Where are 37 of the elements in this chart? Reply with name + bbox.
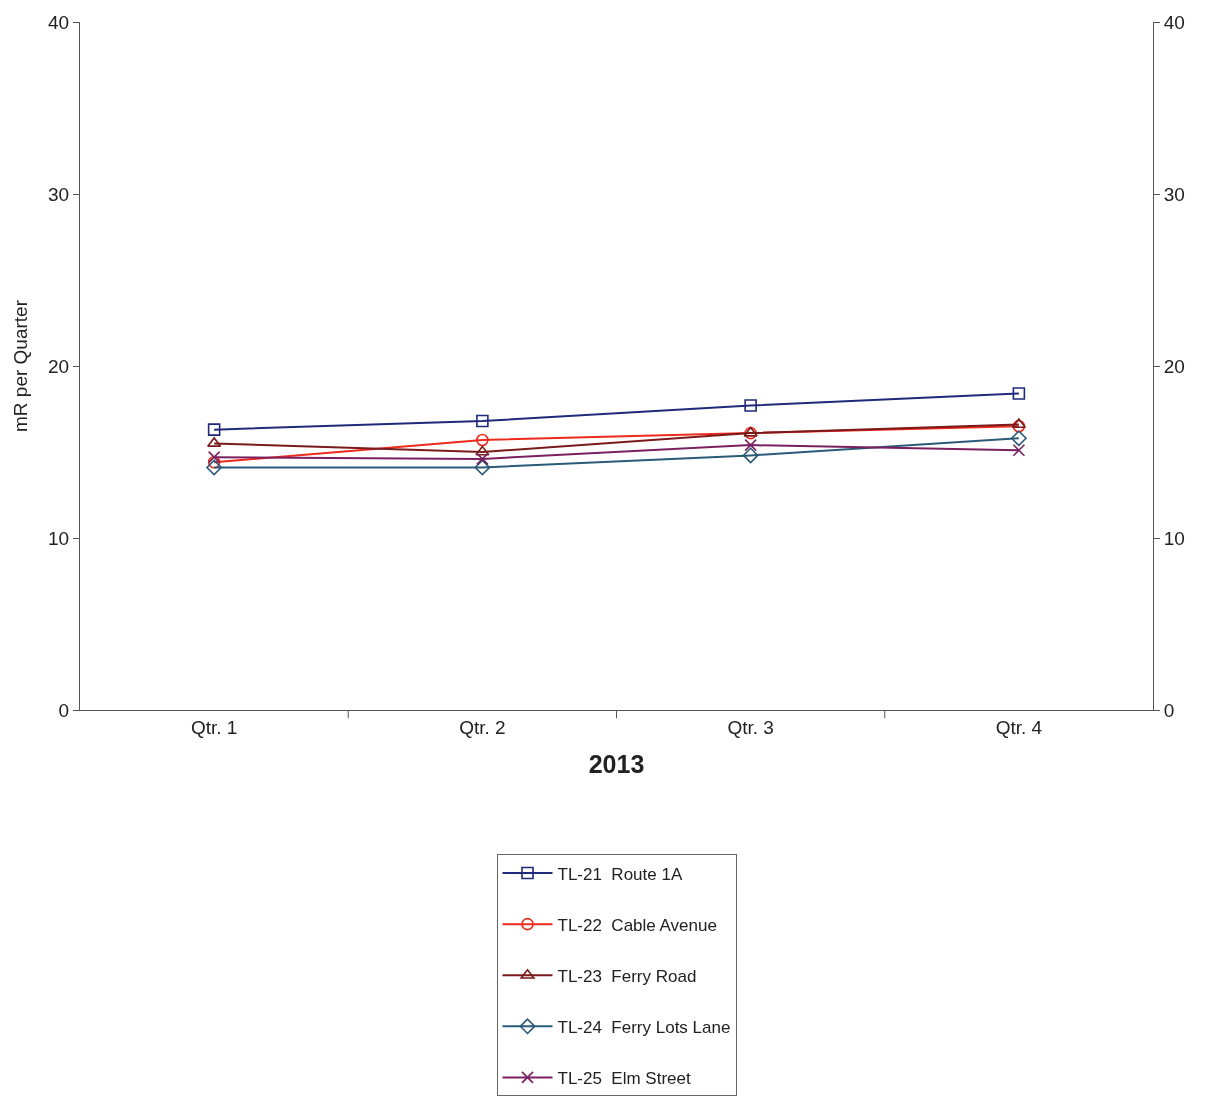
point <box>476 452 489 466</box>
point <box>474 459 491 476</box>
y2-tick-label: 20 <box>1163 355 1185 377</box>
y-tick-label: 40 <box>48 11 70 33</box>
point <box>742 447 759 464</box>
legend-label: TL-21 Route 1A <box>557 864 683 884</box>
legend-label: TL-22 Cable Avenue <box>557 915 717 935</box>
legend-label: TL-25 Elm Street <box>557 1069 691 1089</box>
point <box>207 456 221 469</box>
y-tick-label: 20 <box>48 355 70 377</box>
x-tick-label: Qtr. 4 <box>995 716 1043 738</box>
point <box>1010 430 1027 447</box>
point <box>1012 443 1026 457</box>
y2-tick-label: 0 <box>1163 699 1175 721</box>
x-tick-label: Qtr. 3 <box>727 716 774 738</box>
point <box>1012 387 1026 400</box>
x-tick-label: Qtr. 2 <box>459 716 506 738</box>
x-tick-label: Qtr. 1 <box>190 716 238 738</box>
point <box>476 433 489 447</box>
point <box>476 414 489 428</box>
y-tick-label: 30 <box>48 183 70 205</box>
point <box>744 399 757 412</box>
point <box>206 459 223 476</box>
point <box>207 423 221 436</box>
y2-tick-label: 40 <box>1163 11 1185 33</box>
legend-label: TL-23 Ferry Road <box>557 966 697 986</box>
y-axis-title: mR per Quarter <box>9 299 31 432</box>
y-tick-label: 10 <box>48 527 70 549</box>
point <box>1012 419 1026 433</box>
y-tick-label: 0 <box>58 699 70 721</box>
legend-label: TL-24 Ferry Lots Lane <box>557 1017 731 1037</box>
point <box>744 438 757 452</box>
point <box>207 450 221 464</box>
x-axis-title: 2013 <box>588 749 645 778</box>
y2-tick-label: 10 <box>1163 527 1185 549</box>
y2-tick-label: 30 <box>1163 183 1185 205</box>
point <box>475 445 490 456</box>
